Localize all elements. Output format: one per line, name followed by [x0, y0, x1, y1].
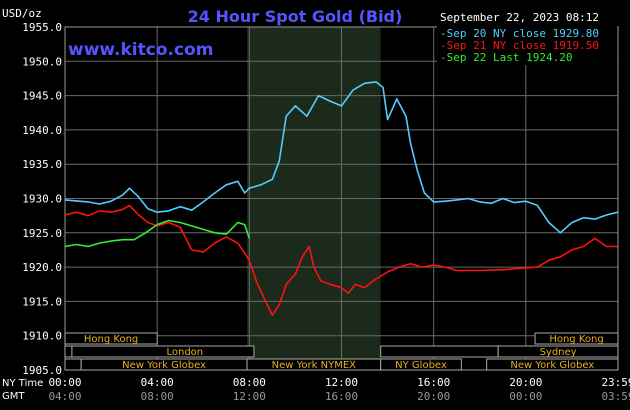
x-tick-ny: 04:00 [141, 376, 174, 389]
session-label: Sydney [540, 347, 577, 358]
y-tick-label: 1910.0 [22, 330, 62, 343]
y-tick-label: 1935.0 [22, 158, 62, 171]
chart-title: 24 Hour Spot Gold (Bid) [188, 7, 403, 26]
y-axis-unit: USD/oz [2, 7, 42, 20]
y-tick-label: 1955.0 [22, 21, 62, 34]
session-label: New York Globex [510, 360, 594, 371]
session-bar [497, 345, 619, 358]
watermark: www.kitco.com [68, 40, 213, 60]
y-tick-label: 1930.0 [22, 193, 62, 206]
y-tick-label: 1905.0 [22, 364, 62, 377]
x-tick-gmt: 04:00 [48, 390, 81, 403]
y-tick-label: 1925.0 [22, 227, 62, 240]
y-tick-label: 1940.0 [22, 124, 62, 137]
session-stub [64, 345, 73, 358]
y-tick-label: 1915.0 [22, 295, 62, 308]
x-tick-gmt: 08:00 [141, 390, 174, 403]
session-bar [71, 345, 255, 358]
y-tick-label: 1920.0 [22, 261, 62, 274]
x-tick-gmt: 03:59 [601, 390, 630, 403]
x-tick-ny: 00:00 [48, 376, 81, 389]
session-label: Hong Kong [549, 334, 603, 345]
session-bar [534, 332, 619, 345]
session-bar [380, 358, 462, 371]
x-tick-gmt: 00:00 [509, 390, 542, 403]
legend: September 22, 2023 08:12 -Sep 20 NY clos… [437, 11, 617, 65]
legend-entry: -Sep 21 NY close 1919.50 [440, 39, 599, 52]
y-tick-label: 1945.0 [22, 90, 62, 103]
x-tick-ny: 23:59 [601, 376, 630, 389]
x-tick-gmt: 16:00 [325, 390, 358, 403]
gmt-label: GMT [2, 391, 25, 402]
session-bar [486, 358, 619, 371]
session-label: London [166, 347, 203, 358]
session-label: New York NYMEX [272, 360, 357, 371]
session-stub [64, 358, 82, 371]
legend-box [437, 25, 617, 65]
series-line-2 [64, 204, 618, 316]
x-tick-gmt: 20:00 [417, 390, 450, 403]
x-tick-ny: 20:00 [509, 376, 542, 389]
x-tick-ny: 16:00 [417, 376, 450, 389]
session-bar [64, 332, 158, 345]
x-tick-ny: 08:00 [233, 376, 266, 389]
x-tick-ny: 12:00 [325, 376, 358, 389]
session-stub [380, 345, 499, 358]
y-tick-label: 1950.0 [22, 55, 62, 68]
legend-entry: -Sep 20 NY close 1929.80 [440, 27, 599, 40]
session-label: Hong Kong [84, 334, 138, 345]
legend-date: September 22, 2023 08:12 [440, 11, 599, 24]
legend-entry: -Sep 22 Last 1924.20 [440, 51, 572, 64]
session-label: NY Globex [395, 360, 447, 371]
x-tick-gmt: 12:00 [233, 390, 266, 403]
series-line-3 [64, 219, 251, 248]
series-line-1 [64, 81, 619, 234]
ny-time-label: NY Time [2, 378, 43, 389]
session-label: New York Globex [122, 360, 206, 371]
